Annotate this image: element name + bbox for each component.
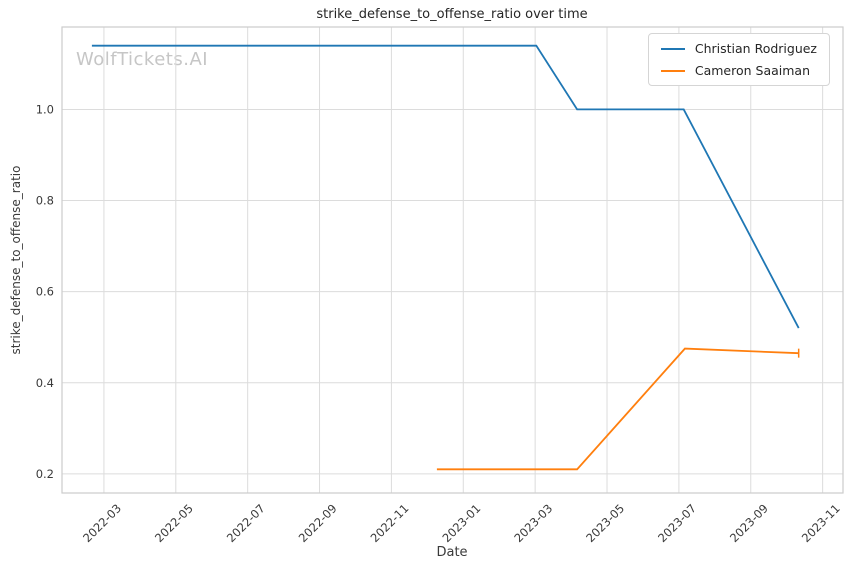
x-tick-label: 2023-05 [583, 501, 627, 545]
x-tick-label: 2022-11 [368, 501, 412, 545]
x-tick-label: 2023-01 [440, 501, 484, 545]
chart-title: strike_defense_to_offense_ratio over tim… [316, 7, 588, 22]
y-axis-label: strike_defense_to_offense_ratio [9, 165, 23, 355]
y-tick-label: 0.6 [36, 285, 54, 299]
x-tick-label: 2023-09 [727, 501, 771, 545]
series-line [91, 44, 800, 329]
x-tick-label: 2022-03 [80, 501, 124, 545]
legend-item-cameron-saaiman: Cameron Saaiman [660, 63, 817, 78]
x-tick-label: 2022-09 [296, 501, 340, 545]
legend-line-swatch-icon [660, 47, 685, 50]
y-tick-label: 0.4 [36, 376, 54, 390]
x-tick-label: 2022-05 [152, 501, 196, 545]
legend: Christian Rodriguez Cameron Saaiman [647, 33, 830, 86]
y-tick-label: 0.8 [36, 194, 54, 208]
plot-border [61, 26, 844, 494]
legend-label: Christian Rodriguez [694, 41, 817, 56]
x-axis-label: Date [436, 545, 468, 560]
watermark: WolfTickets.AI [76, 49, 209, 70]
legend-label: Cameron Saaiman [694, 63, 811, 78]
x-tick-label: 2023-07 [655, 501, 699, 545]
series-line [436, 347, 799, 471]
legend-line-swatch-icon [660, 69, 685, 72]
x-tick-label: 2023-03 [511, 501, 555, 545]
y-tick-label: 1.0 [36, 102, 54, 116]
y-tick-label: 0.2 [36, 467, 54, 481]
x-tick-label: 2022-07 [224, 501, 268, 545]
legend-item-christian-rodriguez: Christian Rodriguez [660, 41, 817, 56]
x-tick-label: 2023-11 [799, 501, 843, 545]
